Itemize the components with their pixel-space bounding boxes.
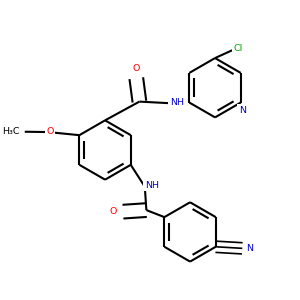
Text: O: O [109,207,117,216]
Text: N: N [239,106,246,115]
Text: NH: NH [170,98,184,107]
Text: N: N [246,244,253,253]
Text: H₃C: H₃C [2,127,19,136]
Text: O: O [46,127,53,136]
Text: Cl: Cl [234,44,243,53]
Text: NH: NH [145,181,159,190]
Text: O: O [133,64,140,73]
